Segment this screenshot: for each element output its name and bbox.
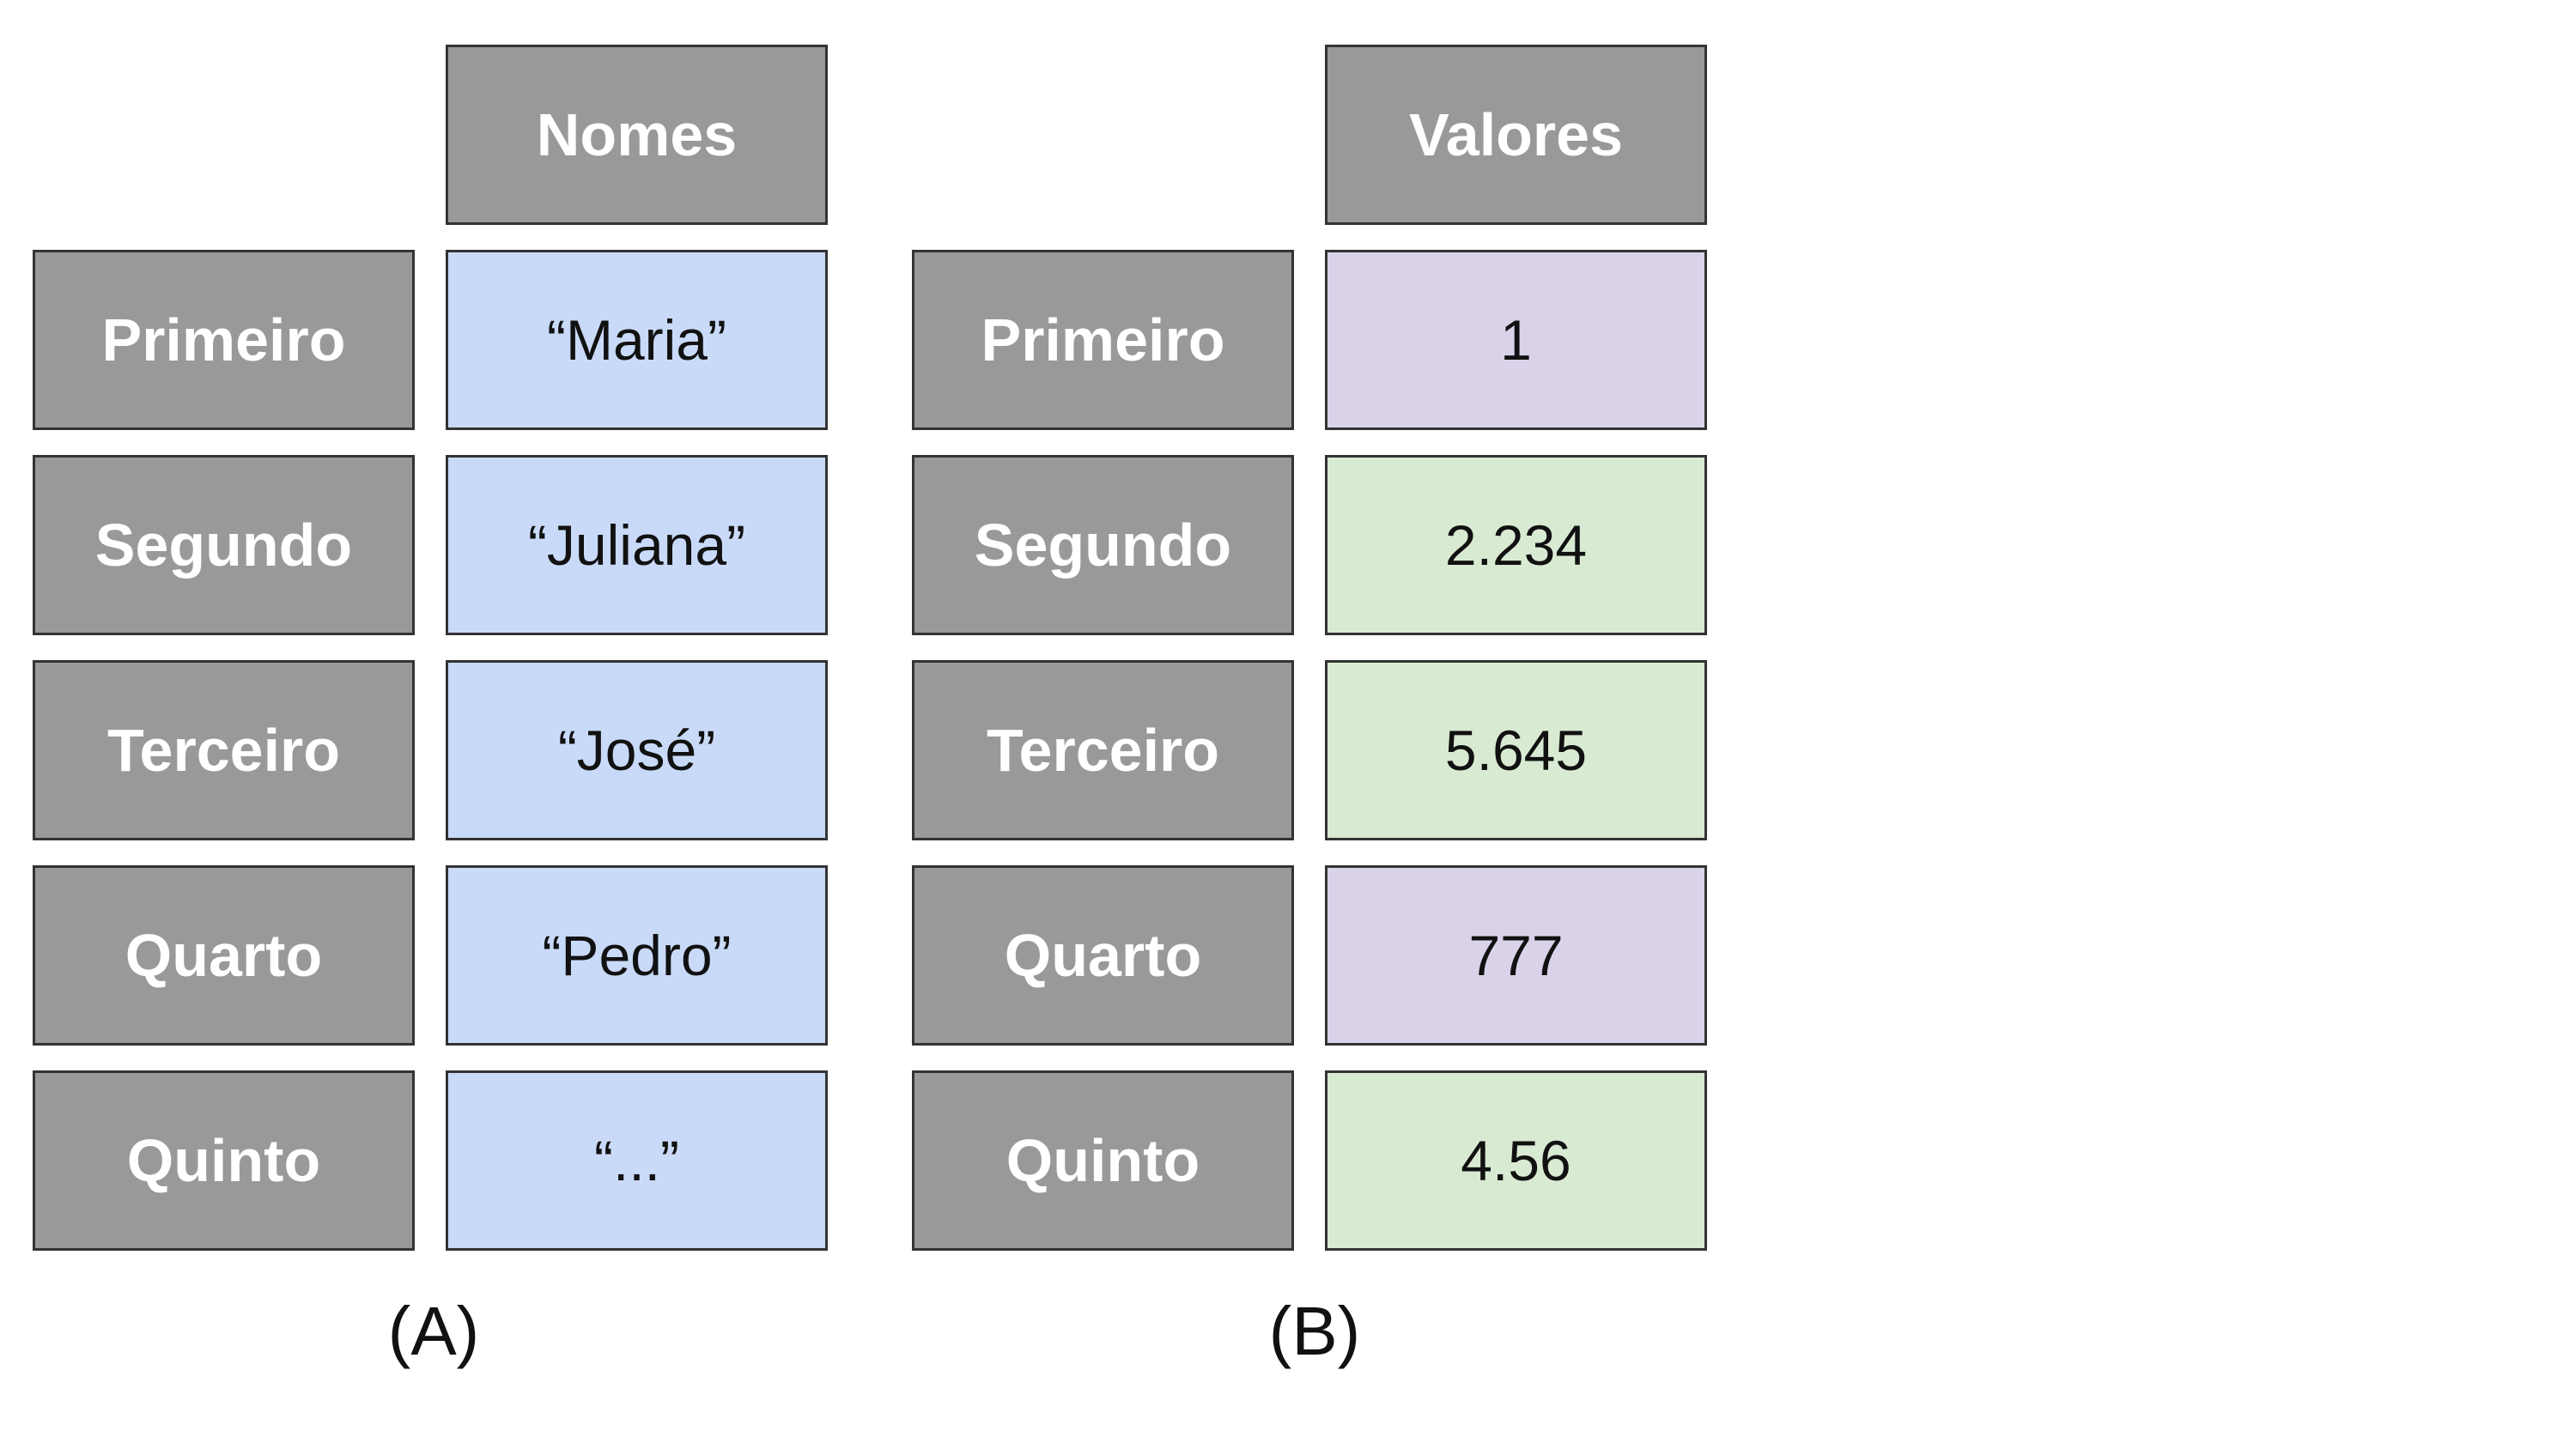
name-value: “...” [446, 1070, 828, 1251]
numeric-value: 4.56 [1325, 1070, 1707, 1251]
row-label: Primeiro [912, 250, 1294, 430]
panel-a-caption: (A) [387, 1293, 480, 1369]
row-label: Quarto [33, 865, 415, 1046]
row-label: Segundo [33, 455, 415, 635]
names-header: Nomes [446, 45, 828, 225]
panel-b-values: Valores Primeiro 1 Segundo 2.234 Terceir… [879, 0, 1738, 1449]
numeric-value: 1 [1325, 250, 1707, 430]
row-label: Quinto [33, 1070, 415, 1251]
row-label: Terceiro [33, 660, 415, 840]
panel-b-caption: (B) [1268, 1293, 1361, 1369]
values-header: Valores [1325, 45, 1707, 225]
name-value: “José” [446, 660, 828, 840]
row-label: Quarto [912, 865, 1294, 1046]
panel-a-names: Nomes Primeiro “Maria” Segundo “Juliana”… [0, 0, 859, 1449]
numeric-value: 2.234 [1325, 455, 1707, 635]
row-label: Primeiro [33, 250, 415, 430]
row-label: Quinto [912, 1070, 1294, 1251]
name-value: “Juliana” [446, 455, 828, 635]
name-value: “Maria” [446, 250, 828, 430]
numeric-value: 777 [1325, 865, 1707, 1046]
name-value: “Pedro” [446, 865, 828, 1046]
row-label: Segundo [912, 455, 1294, 635]
row-label: Terceiro [912, 660, 1294, 840]
numeric-value: 5.645 [1325, 660, 1707, 840]
